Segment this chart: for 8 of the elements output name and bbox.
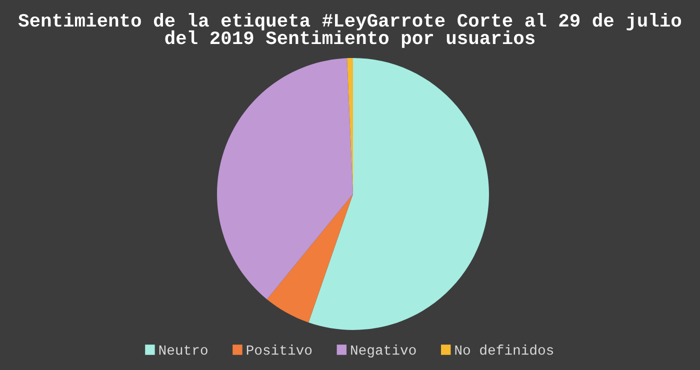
pie-slice	[308, 58, 489, 330]
chart-title: Sentimiento de la etiqueta #LeyGarrote Corte al 29 de julio del 2019 Sentimiento por usuarios	[18, 12, 682, 48]
legend-label: Neutro	[159, 345, 208, 355]
pie-slice	[266, 194, 353, 323]
legend-label: No definidos	[455, 344, 554, 355]
legend-label: Positivo	[246, 344, 312, 355]
pie-slice	[217, 58, 353, 300]
legend-label: Negativo	[351, 344, 416, 358]
